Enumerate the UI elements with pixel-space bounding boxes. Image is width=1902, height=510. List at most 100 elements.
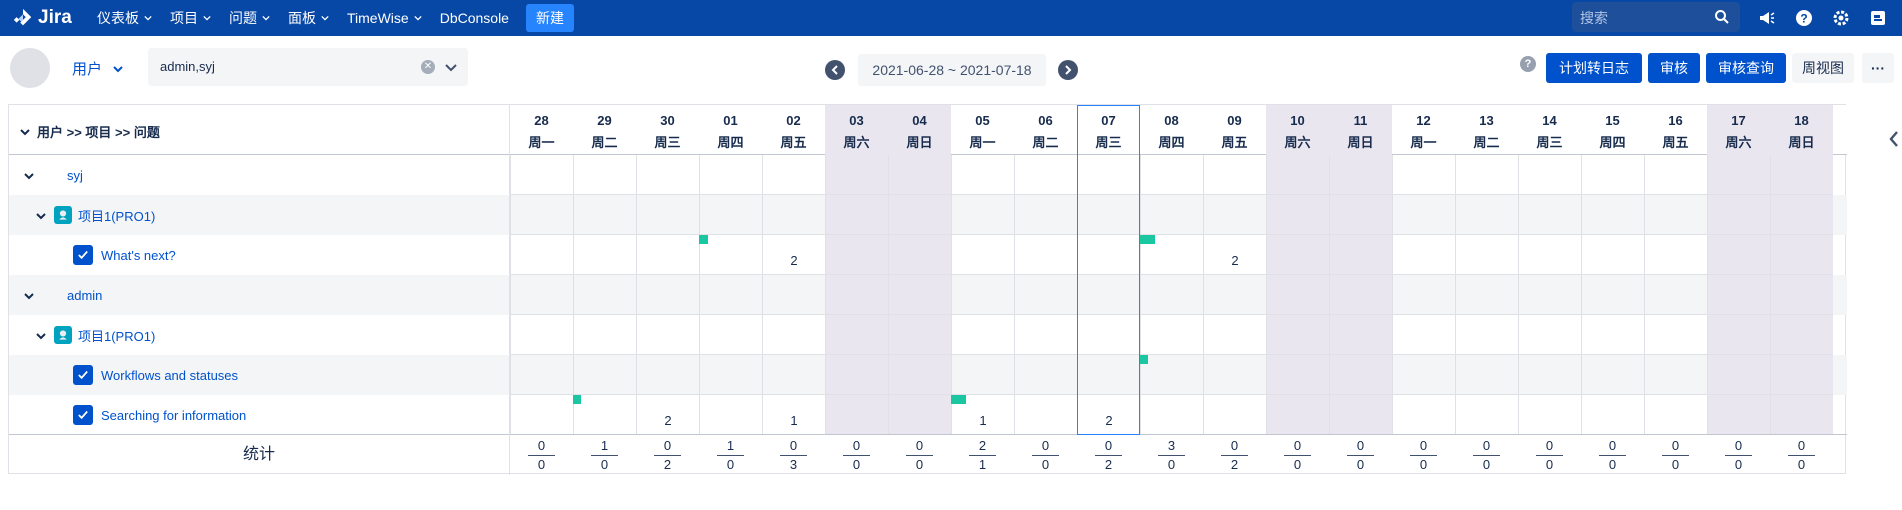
day-cell[interactable] <box>1644 275 1707 315</box>
day-cell[interactable] <box>1581 195 1644 235</box>
user-select[interactable]: admin,syj ✕ <box>148 48 468 86</box>
day-cell[interactable] <box>1266 315 1329 355</box>
day-cell[interactable] <box>1014 235 1077 275</box>
day-cell[interactable] <box>1140 275 1203 315</box>
day-cell[interactable] <box>1329 275 1392 315</box>
day-cell[interactable]: 2 <box>1077 395 1140 435</box>
chevron-down-icon[interactable] <box>35 209 47 221</box>
day-cell[interactable] <box>1707 195 1770 235</box>
date-range-picker[interactable]: 2021-06-28 ~ 2021-07-18 <box>858 54 1046 86</box>
day-cell[interactable] <box>1077 235 1140 275</box>
day-cell[interactable] <box>1518 195 1581 235</box>
worklog-marker[interactable] <box>573 395 581 404</box>
day-cell[interactable] <box>636 275 699 315</box>
day-cell[interactable] <box>825 235 888 275</box>
day-cell[interactable] <box>888 235 951 275</box>
megaphone-icon[interactable] <box>1757 8 1777 28</box>
day-cell[interactable] <box>1581 235 1644 275</box>
user-profile-icon[interactable] <box>1868 8 1888 28</box>
user-label[interactable]: syj <box>67 167 83 183</box>
issue-label[interactable]: Searching for information <box>73 395 246 435</box>
day-cell[interactable] <box>573 195 636 235</box>
day-cell[interactable] <box>1140 355 1203 395</box>
project-label[interactable]: 项目1(PRO1) <box>54 315 155 355</box>
day-cell[interactable] <box>1203 155 1266 195</box>
day-cell[interactable] <box>1014 155 1077 195</box>
day-cell[interactable] <box>1770 235 1833 275</box>
day-cell[interactable] <box>1014 395 1077 435</box>
day-cell[interactable] <box>1644 155 1707 195</box>
day-cell[interactable] <box>1644 395 1707 435</box>
day-cell[interactable] <box>1266 275 1329 315</box>
day-cell[interactable] <box>951 315 1014 355</box>
day-cell[interactable] <box>951 235 1014 275</box>
day-cell[interactable] <box>636 155 699 195</box>
day-cell[interactable]: 2 <box>762 235 825 275</box>
day-cell[interactable]: 2 <box>1203 235 1266 275</box>
day-cell[interactable] <box>1266 235 1329 275</box>
day-cell[interactable] <box>699 355 762 395</box>
day-cell[interactable] <box>1707 235 1770 275</box>
day-cell[interactable] <box>1077 315 1140 355</box>
day-cell[interactable] <box>1392 195 1455 235</box>
help-icon[interactable]: ? <box>1794 8 1814 28</box>
day-cell[interactable] <box>825 155 888 195</box>
day-cell[interactable] <box>699 195 762 235</box>
day-cell[interactable] <box>951 195 1014 235</box>
day-cell[interactable] <box>636 235 699 275</box>
gear-icon[interactable] <box>1831 8 1851 28</box>
day-cell[interactable] <box>1644 315 1707 355</box>
review-query-button[interactable]: 审核查询 <box>1706 53 1786 83</box>
grid-header-label[interactable]: 用户 >> 项目 >> 问题 <box>19 122 160 141</box>
day-cell[interactable] <box>951 155 1014 195</box>
day-cell[interactable] <box>1644 195 1707 235</box>
day-cell[interactable] <box>1518 395 1581 435</box>
issue-label[interactable]: Workflows and statuses <box>73 355 238 395</box>
day-cell[interactable] <box>1455 235 1518 275</box>
day-cell[interactable]: 2 <box>636 395 699 435</box>
help-icon[interactable]: ? <box>1520 56 1536 72</box>
user-label[interactable]: admin <box>67 287 103 303</box>
day-cell[interactable] <box>636 315 699 355</box>
worklog-marker[interactable] <box>699 235 708 244</box>
review-button[interactable]: 审核 <box>1648 53 1700 83</box>
day-cell[interactable] <box>510 315 573 355</box>
day-cell[interactable] <box>1581 395 1644 435</box>
day-cell[interactable] <box>1770 395 1833 435</box>
day-cell[interactable] <box>1581 155 1644 195</box>
day-cell[interactable] <box>888 195 951 235</box>
day-cell[interactable] <box>1203 355 1266 395</box>
day-cell[interactable] <box>1392 315 1455 355</box>
day-cell[interactable] <box>951 275 1014 315</box>
day-cell[interactable] <box>573 355 636 395</box>
day-cell[interactable] <box>825 275 888 315</box>
project-label[interactable]: 项目1(PRO1) <box>54 195 155 235</box>
day-cell[interactable] <box>1392 355 1455 395</box>
day-cell[interactable] <box>762 355 825 395</box>
day-cell[interactable] <box>951 355 1014 395</box>
day-cell[interactable] <box>762 275 825 315</box>
day-cell[interactable] <box>825 395 888 435</box>
day-cell[interactable] <box>1140 235 1203 275</box>
day-cell[interactable] <box>1140 155 1203 195</box>
day-cell[interactable] <box>1392 235 1455 275</box>
day-cell[interactable] <box>1455 155 1518 195</box>
day-cell[interactable] <box>510 395 573 435</box>
day-cell[interactable] <box>1581 275 1644 315</box>
day-cell[interactable] <box>699 315 762 355</box>
day-cell[interactable] <box>1770 355 1833 395</box>
day-cell[interactable] <box>1455 355 1518 395</box>
day-cell[interactable] <box>573 235 636 275</box>
chevron-down-icon[interactable] <box>35 329 47 341</box>
day-cell[interactable] <box>1140 195 1203 235</box>
search-input[interactable] <box>1572 2 1712 34</box>
day-cell[interactable] <box>888 275 951 315</box>
day-cell[interactable] <box>1014 355 1077 395</box>
day-cell[interactable] <box>1203 315 1266 355</box>
menu-boards[interactable]: 面板 <box>279 0 338 36</box>
clear-icon[interactable]: ✕ <box>421 60 435 74</box>
day-cell[interactable] <box>1770 195 1833 235</box>
more-button[interactable]: ··· <box>1862 53 1894 83</box>
day-cell[interactable]: 1 <box>762 395 825 435</box>
day-cell[interactable] <box>1518 355 1581 395</box>
